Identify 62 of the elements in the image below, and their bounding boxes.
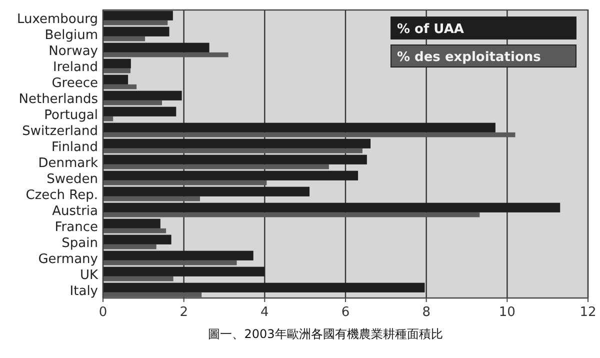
y-tick-label: Finland (52, 140, 98, 155)
bar (103, 100, 162, 106)
y-tick-label: Czech Rep. (26, 188, 98, 203)
bar (103, 170, 358, 180)
bar (103, 148, 362, 154)
y-tick-label: Italy (70, 284, 98, 299)
bar (103, 10, 173, 20)
bar (103, 212, 480, 218)
bar (103, 202, 560, 212)
bar (103, 122, 496, 132)
bar (103, 58, 131, 68)
y-tick-label: Portugal (44, 108, 98, 123)
x-tick-label: 10 (498, 305, 516, 320)
bar (103, 138, 371, 148)
y-tick-label: Spain (62, 236, 98, 251)
y-tick-label: Ireland (53, 60, 98, 75)
text: 圖一、2003年歐洲各國有機農業耕種面積比 (208, 327, 443, 341)
y-tick-label: Norway (48, 44, 98, 59)
x-tick-label: 4 (260, 305, 269, 320)
bar (103, 292, 202, 298)
bar (103, 260, 237, 266)
x-tick-label: 2 (180, 305, 188, 320)
y-tick-label: Switzerland (22, 124, 98, 139)
x-tick-label: 8 (422, 305, 430, 320)
bar (103, 196, 200, 202)
bar (103, 52, 228, 58)
bar (103, 68, 130, 74)
bar (103, 180, 267, 186)
bar (103, 164, 329, 170)
bar (103, 186, 310, 196)
bar (103, 106, 176, 116)
y-tick-label: Denmark (38, 156, 98, 171)
bar (103, 26, 170, 36)
y-tick-label: Luxembourg (16, 12, 98, 27)
bar (103, 228, 166, 234)
y-tick-label: Greece (52, 76, 98, 91)
bar (103, 154, 367, 164)
bar (103, 42, 210, 52)
bar (103, 282, 425, 292)
bar (103, 250, 254, 260)
y-tick-label: Sweden (46, 172, 98, 187)
x-tick-label: 6 (341, 305, 350, 320)
x-tick-label: 0 (98, 305, 108, 320)
bar (103, 36, 146, 42)
bar (103, 266, 265, 276)
y-tick-label: Austria (52, 204, 98, 219)
y-tick-label: Germany (38, 252, 98, 267)
bar (103, 244, 156, 250)
bar (103, 234, 172, 244)
x-tick-label: 12 (580, 305, 596, 320)
bar (103, 276, 174, 282)
y-tick-label: France (54, 220, 98, 235)
legend: % of UAA % des exploitations (390, 16, 576, 68)
y-tick-label: Belgium (44, 28, 98, 43)
bar (103, 90, 182, 100)
bar (103, 84, 137, 90)
bar (103, 132, 516, 138)
y-tick-label: UK (80, 268, 98, 283)
bar (103, 20, 168, 26)
bar (103, 218, 160, 228)
bar (103, 74, 128, 84)
y-tick-label: Netherlands (18, 92, 98, 107)
